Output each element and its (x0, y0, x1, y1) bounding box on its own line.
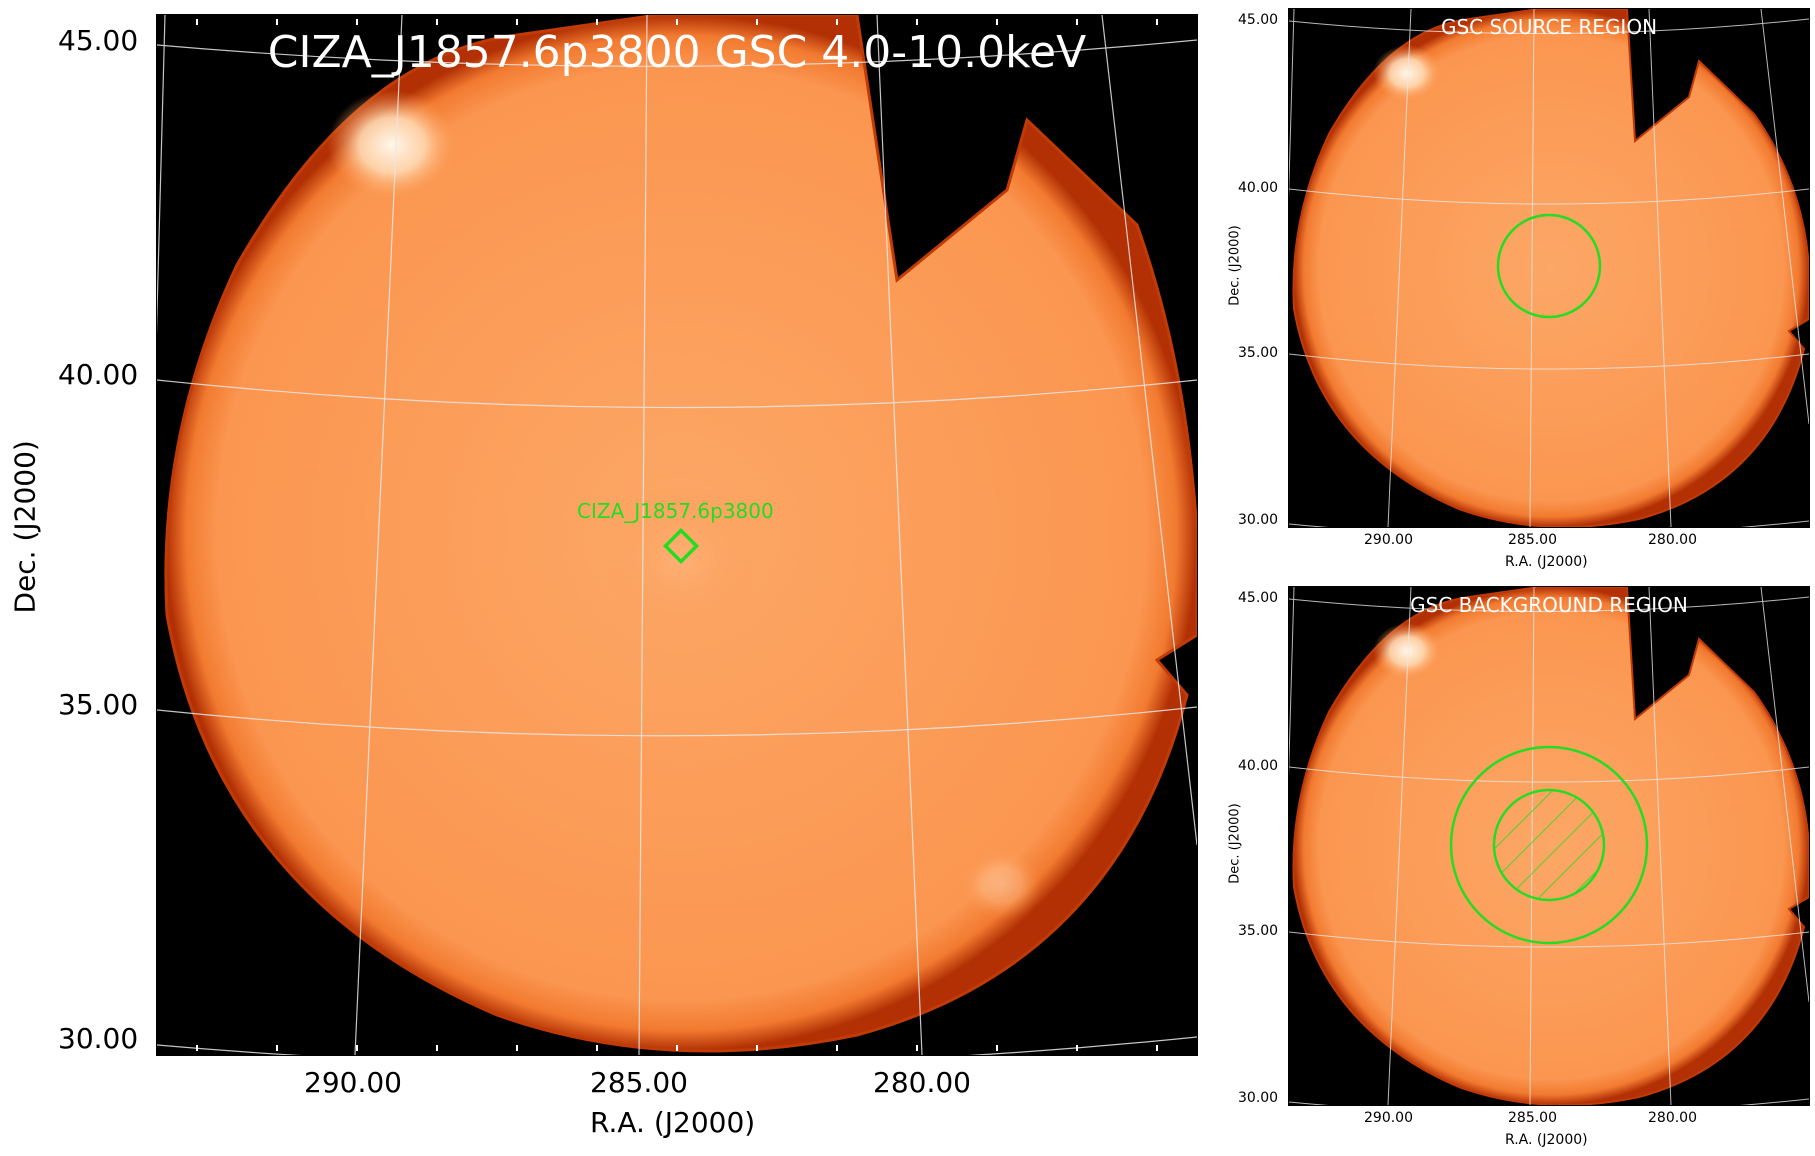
bright-source-blob (1373, 45, 1441, 101)
source-xlabel: R.A. (J2000) (1505, 554, 1588, 570)
faint-blob (962, 850, 1042, 920)
background-sky-map (1289, 587, 1809, 1105)
main-ytick-45: 45.00 (58, 24, 139, 57)
main-xtick-285: 285.00 (590, 1066, 688, 1099)
source-xtick-290: 290.00 (1364, 532, 1413, 548)
bg-xlabel: R.A. (J2000) (1505, 1132, 1588, 1148)
bg-ylabel: Dec. (J2000) (1227, 803, 1243, 884)
bg-ytick-30: 30.00 (1238, 1090, 1279, 1106)
background-panel-title: GSC BACKGROUND REGION (1410, 593, 1688, 617)
bg-ytick-40: 40.00 (1238, 758, 1279, 774)
bg-ytick-35: 35.00 (1238, 923, 1279, 939)
field-of-view (1292, 9, 1809, 527)
coordinate-grid (1289, 587, 1809, 1105)
excluded-hatch (1494, 790, 1604, 900)
main-xtick-290: 290.00 (304, 1066, 402, 1099)
tick-marks (196, 19, 1158, 1051)
coordinate-grid (1289, 9, 1809, 527)
source-ytick-40: 40.00 (1238, 180, 1279, 196)
source-ytick-30: 30.00 (1238, 512, 1279, 528)
source-ytick-45: 45.00 (1238, 12, 1279, 28)
bg-xtick-290: 290.00 (1364, 1110, 1413, 1126)
source-panel-title: GSC SOURCE REGION (1440, 15, 1658, 39)
main-sky-map (157, 15, 1197, 1055)
source-ylabel: Dec. (J2000) (1227, 225, 1243, 306)
bright-source-blob (1373, 623, 1441, 679)
source-diamond-marker (662, 527, 700, 565)
bg-xtick-280: 280.00 (1648, 1110, 1697, 1126)
background-region-panel: GSC BACKGROUND REGION (1288, 586, 1810, 1106)
background-outer-circle (1449, 745, 1649, 945)
main-xtick-280: 280.00 (873, 1066, 971, 1099)
source-region-panel: GSC SOURCE REGION (1288, 8, 1810, 528)
main-ytick-40: 40.00 (58, 358, 139, 391)
excluded-inner-circle (1492, 788, 1606, 902)
main-xlabel: R.A. (J2000) (590, 1106, 756, 1139)
bright-source-blob (327, 90, 457, 200)
source-xtick-285: 285.00 (1508, 532, 1557, 548)
main-image-panel: CIZA_J1857.6p3800 GSC 4.0-10.0keV CIZA_J… (156, 14, 1198, 1056)
main-title: CIZA_J1857.6p3800 GSC 4.0-10.0keV (267, 27, 1087, 78)
coordinate-grid (157, 15, 1197, 1055)
source-xtick-280: 280.00 (1648, 532, 1697, 548)
main-ylabel: Dec. (J2000) (8, 440, 42, 614)
source-region-circle (1496, 213, 1602, 319)
bg-xtick-285: 285.00 (1508, 1110, 1557, 1126)
bg-ytick-45: 45.00 (1238, 590, 1279, 606)
main-ytick-30: 30.00 (58, 1022, 139, 1055)
source-label: CIZA_J1857.6p3800 (577, 499, 774, 523)
source-sky-map (1289, 9, 1809, 527)
main-ytick-35: 35.00 (58, 688, 139, 721)
source-ytick-35: 35.00 (1238, 345, 1279, 361)
